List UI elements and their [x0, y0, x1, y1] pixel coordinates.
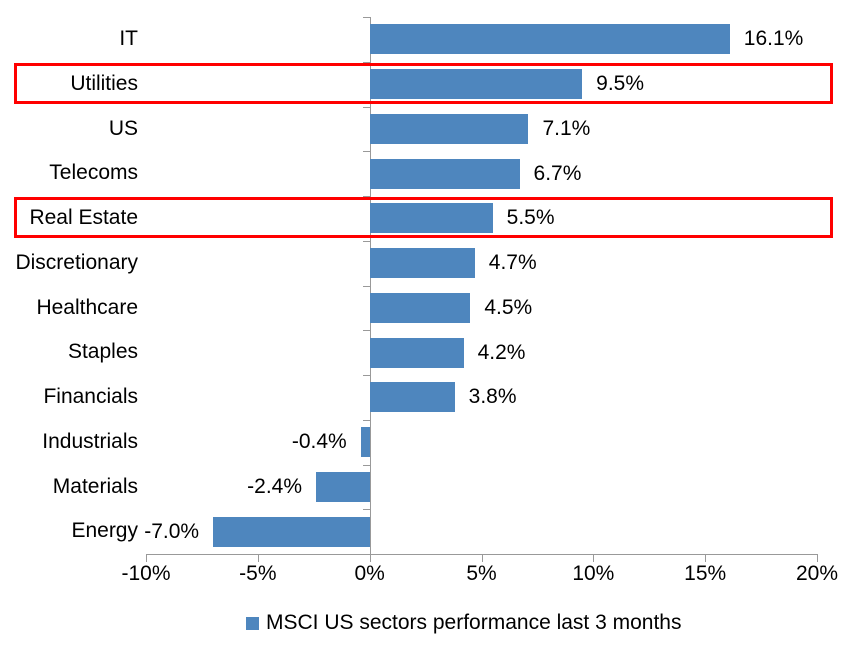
category-axis-label: Discretionary [15, 250, 138, 274]
category-axis-tick [362, 196, 370, 197]
category-axis-label: Materials [52, 474, 138, 498]
value-label: -7.0% [144, 519, 200, 543]
bar [369, 113, 529, 144]
x-axis-tick-label: 20% [795, 562, 839, 585]
bar [213, 516, 370, 547]
category-axis-label: Energy [71, 519, 138, 543]
category-axis-label: IT [119, 27, 138, 50]
x-axis-tick-label: 0% [354, 562, 385, 585]
category-axis-tick [362, 106, 370, 108]
category-axis-line [369, 17, 371, 554]
value-axis-tick [257, 555, 259, 562]
x-axis-tick-label: 15% [684, 562, 727, 585]
value-axis-tick [369, 555, 371, 562]
value-axis-tick [817, 555, 818, 562]
legend-label: MSCI US sectors performance last 3 month… [266, 611, 682, 634]
category-axis-label: US [108, 116, 138, 140]
value-label: 6.7% [533, 161, 582, 185]
value-label: -2.4% [247, 474, 302, 498]
category-axis-tick [362, 17, 370, 18]
category-axis-tick [362, 509, 370, 511]
category-axis-tick [362, 419, 370, 421]
value-axis-tick [146, 555, 147, 562]
category-axis-label: Staples [67, 340, 138, 364]
bar [369, 158, 520, 189]
category-axis-label: Real Estate [29, 206, 138, 229]
value-label: -0.4% [291, 430, 347, 454]
category-axis-tick [362, 240, 370, 242]
category-axis-tick [362, 330, 370, 332]
category-axis-tick [362, 464, 370, 466]
category-axis-tick [362, 61, 370, 63]
bar [369, 203, 493, 234]
category-axis-label: Financials [43, 385, 138, 408]
value-label: 4.5% [484, 295, 533, 319]
value-axis-tick [705, 555, 707, 562]
category-axis-tick [362, 285, 370, 287]
value-label: 3.8% [468, 385, 517, 409]
value-axis-tick [593, 555, 595, 562]
bar [369, 382, 455, 413]
category-axis-tick [362, 151, 370, 153]
x-axis-tick-label: -10% [121, 562, 171, 585]
bar [369, 24, 730, 55]
value-label: 9.5% [596, 72, 645, 96]
value-axis-line [146, 554, 818, 555]
value-label: 4.7% [488, 251, 537, 275]
value-label: 7.1% [542, 116, 591, 140]
value-label: 16.1% [743, 27, 804, 51]
bar [315, 471, 370, 502]
legend: MSCI US sectors performance last 3 month… [246, 611, 681, 635]
bar [369, 292, 471, 323]
value-axis-tick [481, 555, 483, 562]
category-axis-label: Telecoms [49, 161, 138, 185]
value-label: 5.5% [506, 206, 555, 230]
value-label: 4.2% [477, 340, 526, 364]
highlight-box-utilities [14, 62, 833, 104]
x-axis-tick-label: 5% [466, 562, 497, 585]
legend-marker-swatch [246, 616, 259, 630]
bar [369, 337, 464, 368]
category-axis-label: Industrials [42, 429, 138, 453]
x-axis-tick-label: -5% [239, 562, 277, 585]
x-axis-tick-label: 10% [572, 562, 615, 585]
bar [369, 248, 475, 279]
category-axis-tick [362, 375, 370, 376]
highlight-box-real-estate [14, 197, 833, 239]
category-axis-label: Utilities [70, 71, 138, 95]
category-axis-label: Healthcare [36, 295, 138, 319]
bar [360, 427, 370, 458]
bar [369, 69, 583, 100]
